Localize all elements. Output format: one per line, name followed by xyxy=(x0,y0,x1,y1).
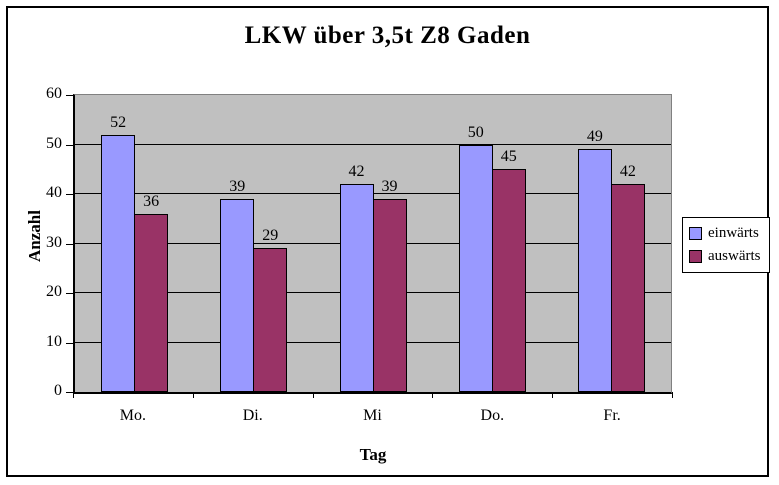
bar-value-label: 29 xyxy=(262,227,279,245)
category-group-Mi: 42 39 xyxy=(313,95,432,392)
y-axis-label-50: 50 xyxy=(46,134,62,152)
bar-value-label: 42 xyxy=(348,163,365,181)
bar-auswärts-Fr: 42 xyxy=(610,163,645,392)
y-axis-tick-50 xyxy=(66,144,73,146)
x-axis-label-Do: Do. xyxy=(480,407,505,424)
category-group-Do: 50 45 xyxy=(433,95,552,392)
bar-auswärts-Mo: 36 xyxy=(134,193,169,392)
y-axis-label-10: 10 xyxy=(46,332,62,350)
chart-frame: LKW über 3,5t Z8 Gaden Anzahl 52 36 39 29 42… xyxy=(6,6,770,477)
bar-value-label: 50 xyxy=(467,123,484,141)
y-axis-label-20: 20 xyxy=(46,283,62,300)
y-axis-tick-20 xyxy=(66,293,73,294)
bar-value-label: 39 xyxy=(381,177,398,195)
x-axis-tick-3 xyxy=(432,392,434,398)
chart-title: LKW über 3,5t Z8 Gaden xyxy=(244,22,531,49)
bar-value-label: 49 xyxy=(586,128,603,146)
bar-auswärts-Di: 29 xyxy=(253,227,288,392)
x-axis-tick-5 xyxy=(672,392,673,398)
category-group-Di: 39 29 xyxy=(194,95,313,392)
plot-area: 52 36 39 29 42 39 50 45 49 42 xyxy=(73,94,672,394)
y-axis-tick-10 xyxy=(66,342,73,344)
x-axis-label-Mo: Mo. xyxy=(119,407,146,424)
y-axis-label-0: 0 xyxy=(54,382,62,399)
gridline-50 xyxy=(75,143,671,145)
x-axis-label-Di: Di. xyxy=(242,407,263,424)
bar-auswärts-Mi: 39 xyxy=(372,178,407,392)
bar-einwärts-Mo: 52 xyxy=(101,114,136,392)
legend-swatch-einwaerts xyxy=(689,227,702,241)
y-axis-label-60: 60 xyxy=(46,85,62,102)
legend-item-einwaerts: einwärts xyxy=(689,225,763,242)
legend-label-auswaerts: auswärts xyxy=(708,247,761,264)
bar-einwärts-Di: 39 xyxy=(220,178,255,392)
bar-value-label: 39 xyxy=(229,177,246,195)
y-axis-tick-40 xyxy=(66,194,73,195)
legend-item-auswaerts: auswärts xyxy=(689,248,763,265)
bar-einwärts-Mi: 42 xyxy=(339,163,374,392)
x-axis-tick-2 xyxy=(312,392,314,398)
x-axis-label-Fr: Fr. xyxy=(603,407,621,424)
x-axis-title: Tag xyxy=(359,445,387,464)
legend-label-einwaerts: einwärts xyxy=(708,225,759,242)
x-axis-label-Mi: Mi xyxy=(363,407,382,424)
y-axis-tick-30 xyxy=(66,243,73,245)
bar-einwärts-Do: 50 xyxy=(458,124,493,392)
y-axis-tick-60 xyxy=(66,95,73,96)
x-axis-tick-4 xyxy=(552,392,554,398)
y-axis-label-30: 30 xyxy=(46,233,62,251)
category-group-Mo: 52 36 xyxy=(75,95,194,392)
y-axis-label-40: 40 xyxy=(46,184,62,201)
bar-value-label: 52 xyxy=(110,113,127,131)
bar-value-label: 45 xyxy=(500,148,517,166)
legend-swatch-auswaerts xyxy=(689,249,702,263)
x-axis-tick-1 xyxy=(192,392,194,398)
bar-einwärts-Fr: 49 xyxy=(577,128,612,392)
legend: einwärts auswärts xyxy=(682,217,770,273)
category-group-Fr: 49 42 xyxy=(552,95,671,392)
bar-auswärts-Do: 45 xyxy=(491,148,526,392)
bar-value-label: 42 xyxy=(619,163,636,181)
bar-value-label: 36 xyxy=(143,192,160,210)
y-axis-tick-0 xyxy=(66,392,73,393)
x-axis-tick-0 xyxy=(73,392,74,398)
